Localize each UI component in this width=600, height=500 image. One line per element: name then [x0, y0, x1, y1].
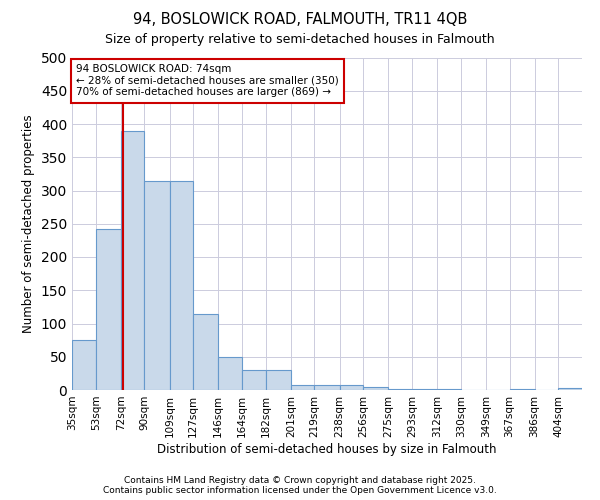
X-axis label: Distribution of semi-detached houses by size in Falmouth: Distribution of semi-detached houses by … — [157, 442, 497, 456]
Bar — [558, 388, 582, 390]
Bar — [363, 386, 388, 390]
Bar — [121, 130, 145, 390]
Text: 94, BOSLOWICK ROAD, FALMOUTH, TR11 4QB: 94, BOSLOWICK ROAD, FALMOUTH, TR11 4QB — [133, 12, 467, 28]
Bar — [509, 388, 535, 390]
Bar — [145, 180, 170, 390]
Y-axis label: Number of semi-detached properties: Number of semi-detached properties — [22, 114, 35, 333]
Text: Contains HM Land Registry data © Crown copyright and database right 2025.: Contains HM Land Registry data © Crown c… — [124, 476, 476, 485]
Text: 94 BOSLOWICK ROAD: 74sqm
← 28% of semi-detached houses are smaller (350)
70% of : 94 BOSLOWICK ROAD: 74sqm ← 28% of semi-d… — [76, 64, 339, 98]
Text: Contains public sector information licensed under the Open Government Licence v3: Contains public sector information licen… — [103, 486, 497, 495]
Bar — [96, 229, 121, 390]
Bar — [218, 357, 242, 390]
Bar — [72, 340, 96, 390]
Bar — [266, 370, 291, 390]
Bar — [340, 386, 363, 390]
Bar — [314, 386, 340, 390]
Bar — [242, 370, 266, 390]
Text: Size of property relative to semi-detached houses in Falmouth: Size of property relative to semi-detach… — [105, 32, 495, 46]
Bar — [170, 180, 193, 390]
Bar — [193, 314, 218, 390]
Bar — [291, 386, 314, 390]
